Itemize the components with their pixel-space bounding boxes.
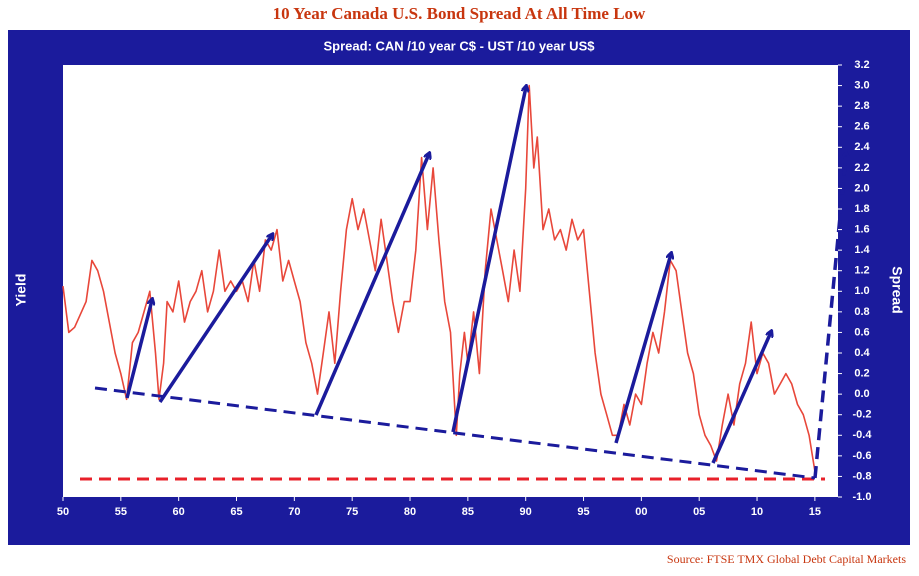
annotations	[80, 87, 846, 481]
x-tick-label: 85	[462, 506, 474, 518]
x-tick-label: 10	[751, 506, 763, 518]
y-tick-label: -1.0	[853, 491, 872, 503]
chart-title: 10 Year Canada U.S. Bond Spread At All T…	[273, 4, 646, 23]
blue-dashed-trend	[94, 386, 816, 480]
spread-line	[62, 84, 816, 472]
x-tick-label: 55	[115, 506, 127, 518]
y-tick-label: 1.0	[854, 285, 869, 297]
y-tick-label: -0.2	[853, 409, 872, 421]
y-tick-label: -0.8	[853, 470, 872, 482]
x-tick-label: 00	[635, 506, 647, 518]
y-tick-label: -0.6	[853, 450, 872, 462]
y-tick-label: 0.0	[854, 388, 869, 400]
y-tick-label: 2.2	[854, 162, 869, 174]
arrow	[614, 254, 671, 444]
y-tick-label: 0.6	[854, 326, 869, 338]
y-tick-label: 2.0	[854, 182, 869, 194]
arrow	[711, 332, 771, 464]
arrow	[125, 300, 152, 399]
dashed-arrow	[813, 154, 846, 479]
y-tick-label: 1.4	[854, 244, 870, 256]
y-tick-label: 0.4	[854, 347, 870, 359]
y-tick-label: 3.0	[854, 79, 869, 91]
y-tick-label: 3.2	[854, 59, 869, 71]
y-tick-label: 2.6	[854, 121, 869, 133]
y-tick-label: 1.6	[854, 223, 869, 235]
y-tick-label: 0.8	[854, 306, 869, 318]
arrow	[158, 235, 272, 403]
x-tick-label: 75	[346, 506, 358, 518]
x-tick-label: 05	[693, 506, 705, 518]
x-tick-label: 65	[230, 506, 242, 518]
x-tick-label: 80	[404, 506, 416, 518]
arrow	[451, 87, 526, 433]
y-tick-label: 2.4	[854, 141, 870, 153]
source-note: Source: FTSE TMX Global Debt Capital Mar…	[667, 552, 906, 566]
x-tick-label: 60	[173, 506, 185, 518]
x-tick-label: 15	[809, 506, 821, 518]
y-axis-label: Yield	[13, 274, 29, 307]
chart-subtitle: Spread: CAN /10 year C$ - UST /10 year U…	[324, 38, 596, 53]
y-tick-label: 1.8	[854, 203, 869, 215]
plot-area	[63, 65, 838, 497]
x-tick-label: 70	[288, 506, 300, 518]
x-tick-label: 90	[520, 506, 532, 518]
x-tick-label: 50	[57, 506, 69, 518]
x-tick-label: 95	[577, 506, 589, 518]
series-layer	[62, 84, 816, 472]
y-tick-label: -0.4	[853, 429, 873, 441]
y2-axis-label: Spread	[889, 266, 905, 313]
y-tick-label: 0.2	[854, 367, 869, 379]
y-tick-label: 1.2	[854, 265, 869, 277]
arrow	[314, 154, 429, 416]
y-tick-label: 2.8	[854, 100, 869, 112]
